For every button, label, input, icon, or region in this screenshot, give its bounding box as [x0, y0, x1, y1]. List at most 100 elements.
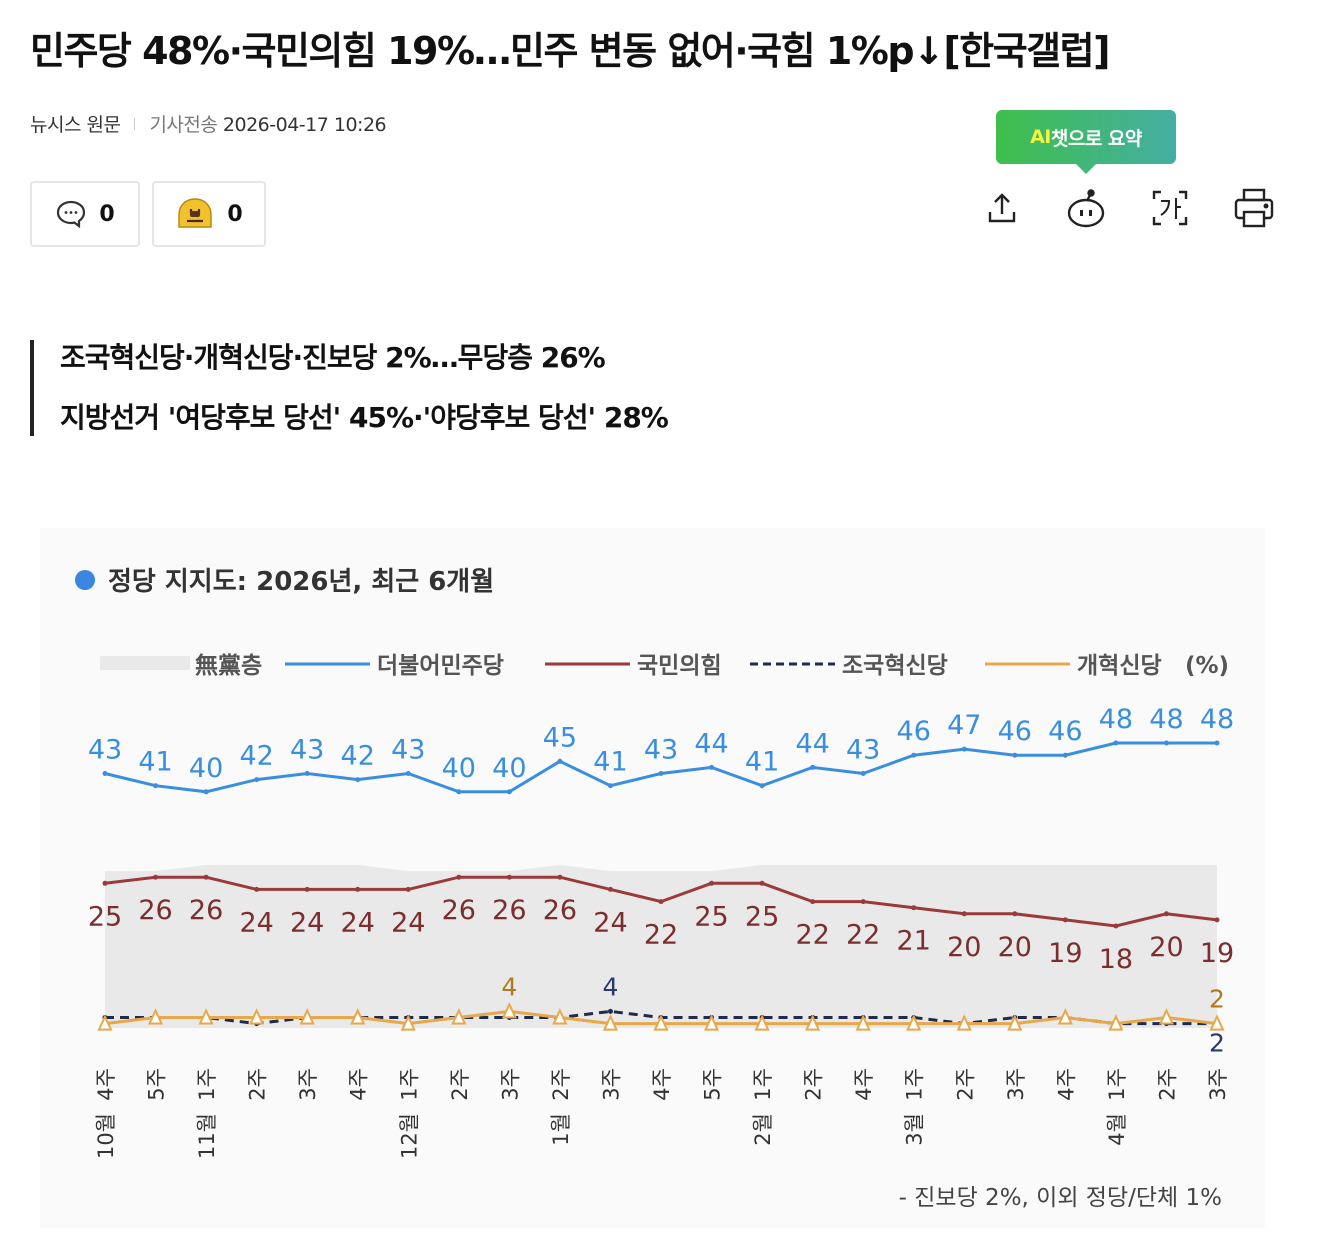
point-label: 2 [1209, 1029, 1225, 1058]
data-label: 41 [593, 747, 627, 778]
data-point [405, 771, 411, 776]
data-point [97, 1014, 113, 1031]
x-tick-label: 4주 [650, 1068, 674, 1101]
data-point [961, 911, 967, 917]
comment-button[interactable]: 0 [30, 181, 140, 247]
data-point [506, 789, 512, 795]
data-label: 24 [593, 907, 627, 938]
data-label: 44 [694, 728, 728, 759]
ai-tooltip-text: 챗으로 요약 [1050, 127, 1143, 150]
x-tick-label: 3주 [498, 1068, 522, 1101]
data-label: 43 [88, 735, 122, 766]
x-tick-label: 2주 [448, 1068, 472, 1101]
data-label: 41 [745, 747, 779, 778]
tick-month: 11월 [195, 1113, 219, 1159]
ai-chat-button[interactable] [1064, 186, 1108, 230]
data-point [1062, 752, 1068, 758]
share-button[interactable] [980, 186, 1024, 230]
tick-week: 4주 [347, 1068, 371, 1101]
data-point [754, 1014, 770, 1031]
data-label: 22 [644, 920, 678, 951]
legend-label: 無黨층 [195, 653, 262, 679]
data-label: 24 [391, 907, 425, 938]
tick-week: 2주 [953, 1068, 977, 1101]
data-point [1158, 1008, 1175, 1025]
point-label: 4 [603, 972, 619, 1001]
data-point [557, 874, 563, 880]
data-point [805, 1014, 821, 1031]
reaction-button[interactable]: 0 [152, 181, 266, 247]
data-point [102, 880, 108, 886]
x-tick-label: 3주 [1206, 1068, 1230, 1101]
data-point [653, 1014, 669, 1031]
x-tick-label: 2주 [953, 1068, 977, 1101]
series-더불어민주당: 43 41 40 42 43 42 43 40 40 45 41 43 44 41 44 43 46 47 46 46… [88, 704, 1234, 795]
data-label: 41 [138, 747, 172, 778]
tick-week: 1주 [903, 1068, 927, 1101]
data-point [1057, 1008, 1073, 1025]
data-point [956, 1014, 972, 1031]
x-tick-label: 3주 [296, 1068, 320, 1101]
legend-label: 개혁신당 [1077, 653, 1162, 679]
ai-summary-tooltip[interactable]: AI 챗으로 요약 [996, 110, 1176, 174]
data-point [355, 777, 361, 783]
data-label: 40 [442, 753, 476, 784]
tick-week: 1주 [195, 1068, 219, 1101]
data-label: 24 [239, 907, 273, 938]
data-point [501, 1002, 517, 1019]
ai-label: AI [1030, 126, 1051, 148]
data-label: 48 [1200, 704, 1234, 735]
tick-week: 3주 [1004, 1068, 1028, 1101]
data-label: 46 [998, 716, 1032, 747]
data-label: 25 [745, 901, 779, 932]
data-label: 26 [543, 895, 577, 926]
tick-month: 2월 [751, 1113, 775, 1146]
font-size-button[interactable] [1148, 186, 1192, 230]
tick-week: 3주 [1206, 1068, 1230, 1101]
tick-week: 4주 [852, 1068, 876, 1101]
data-point [602, 1014, 619, 1031]
legend-label: 조국혁신당 [842, 653, 948, 679]
data-label: 48 [1149, 704, 1183, 735]
legend: 無黨층 더불어민주당 국민의힘 조국혁신당 개혁신당 (%) [100, 653, 1229, 679]
data-point [759, 783, 765, 789]
tick-week: 5주 [701, 1068, 725, 1101]
tick-week: 3주 [296, 1068, 320, 1101]
legend-item-0: 無黨층 [100, 653, 262, 679]
data-point [557, 758, 563, 764]
article-title: 민주당 48%·국민의힘 19%…민주 변동 없어·국힘 1%p↓[한국갤럽] [30, 29, 1110, 73]
data-label: 25 [694, 901, 728, 932]
reaction-face-icon [178, 198, 213, 228]
data-point [759, 880, 765, 886]
print-button[interactable] [1232, 186, 1276, 230]
legend-item-4: 개혁신당 (%) [985, 653, 1229, 679]
tick-week: 4주 [94, 1068, 118, 1101]
data-label: 21 [897, 926, 931, 957]
x-tick-label: 2주 [1155, 1068, 1179, 1101]
tick-week: 1주 [1105, 1068, 1129, 1101]
subtitle-2: 지방선거 '여당후보 당선' 45%·'야당후보 당선' 28% [60, 401, 669, 434]
data-point [304, 886, 310, 892]
data-point [1163, 911, 1169, 917]
data-point [456, 874, 462, 880]
data-label: 19 [1200, 938, 1234, 969]
point-label: 4 [501, 972, 517, 1001]
chart-title: 정당 지지도: 2026년, 최근 6개월 [108, 567, 494, 597]
data-point [855, 1014, 871, 1031]
data-label: 22 [795, 920, 829, 951]
comment-count: 0 [99, 201, 115, 227]
x-tick-label: 5주 [145, 1068, 169, 1101]
source-link[interactable]: 뉴시스 원문 [30, 114, 121, 136]
x-tick-label: 4주 [347, 1068, 371, 1101]
data-label: 46 [1048, 716, 1082, 747]
printer-icon [1234, 188, 1274, 228]
tick-week: 1주 [397, 1068, 421, 1101]
data-point [355, 886, 361, 892]
legend-swatch [100, 656, 190, 670]
article-meta: 뉴시스 원문 기사전송 2026-04-17 10:26 [30, 110, 387, 137]
data-point [703, 1014, 720, 1031]
data-label: 20 [1149, 932, 1183, 963]
